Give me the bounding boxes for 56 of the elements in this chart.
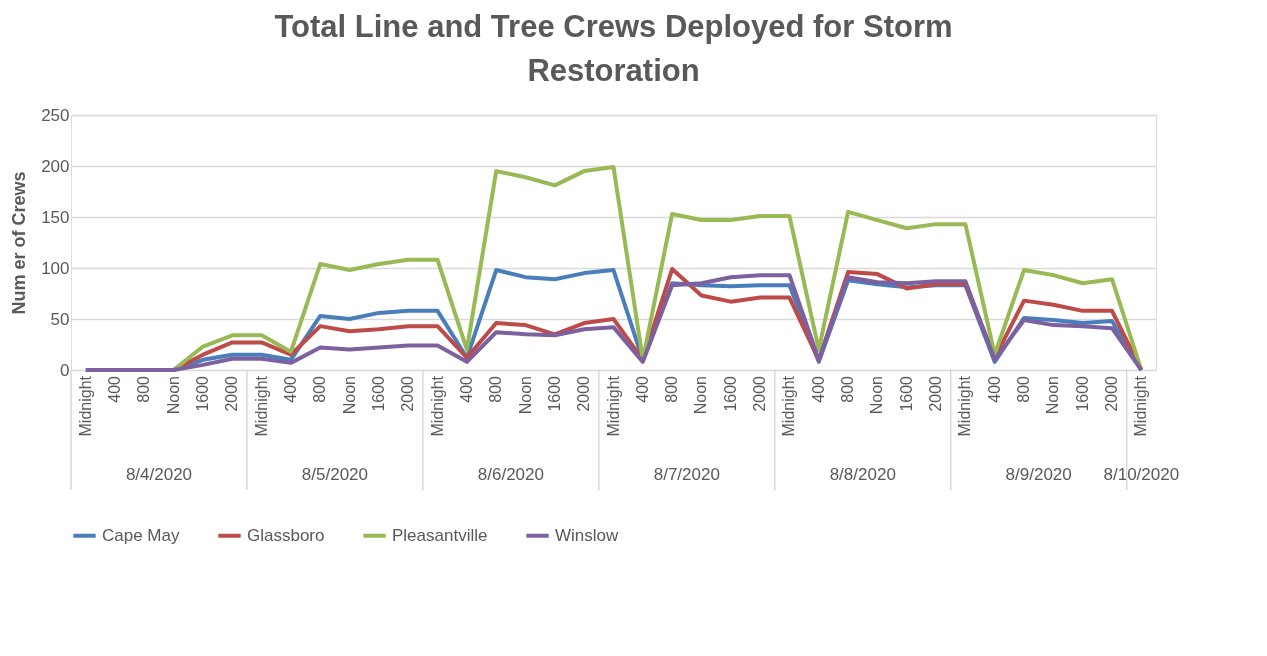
text: 8/9/2020 [1005,465,1072,484]
x-tick-label: 400 [633,375,651,403]
x-tick-label: 400 [985,375,1003,403]
x-tick-label: 800 [839,375,857,403]
x-tick-label: 800 [663,375,681,403]
x-tick-label: Noon [868,376,886,415]
x-tick-label: Midnight [604,375,622,437]
y-tick-label: 200 [41,156,70,176]
x-tick-label: 2000 [223,375,241,412]
text: 8/7/2020 [653,465,720,484]
x-tick-label: Midnight [1132,375,1150,437]
x-tick-label: Midnight [252,375,270,437]
x-tick-label: 800 [487,375,505,403]
x-tick-label: 400 [809,375,827,403]
y-tick-label: 250 [41,105,70,125]
x-tick-label: 1600 [897,375,915,412]
x-tick-label: 1600 [369,375,387,412]
text: 8/5/2020 [301,465,369,484]
legend-label: Glassboro [247,525,325,545]
x-tick-label: 1600 [193,375,211,412]
text: 8/8/2020 [829,465,896,484]
x-tick-label: Noon [164,376,182,415]
text: 8/4/2020 [125,465,193,484]
x-tick-label: 800 [311,375,329,403]
x-tick-label: Noon [1044,376,1062,415]
x-tick-label: 400 [457,375,475,403]
legend-label: Winslow [555,525,620,545]
text: 8/10/2020 [1103,465,1180,484]
x-tick-label: 2000 [751,375,769,412]
x-tick-label: 2000 [575,375,593,412]
x-tick-label: Midnight [780,375,798,437]
y-tick-label: 150 [41,207,70,227]
y-tick-label: 0 [60,360,70,380]
x-tick-label: 1600 [1073,375,1091,412]
x-tick-label: 400 [105,375,123,403]
x-tick-label: 2000 [927,375,945,412]
chart-title: Total Line and Tree Crews Deployed for Storm Restoration [274,9,953,88]
x-tick-label: 400 [281,375,299,403]
x-tick-label: Midnight [76,375,94,437]
legend-label: Cape May [102,525,180,545]
x-tick-label: 1600 [545,375,563,412]
x-tick-label: Midnight [428,375,446,437]
y-axis-title: Num er of Crews [9,171,30,315]
x-tick-label: 800 [1015,375,1033,403]
y-tick-label: 50 [50,309,70,329]
x-tick-label: 800 [135,375,153,403]
x-tick-label: 2000 [1103,375,1121,412]
x-tick-label: Noon [692,376,710,415]
legend-label: Pleasantville [392,525,488,545]
y-tick-label: 100 [41,258,70,278]
x-tick-label: Noon [516,376,534,415]
x-tick-label: Midnight [956,375,974,437]
x-tick-label: Noon [340,376,358,415]
x-tick-label: 1600 [721,375,739,412]
x-tick-label: 2000 [399,375,417,412]
text: 8/6/2020 [477,465,544,484]
